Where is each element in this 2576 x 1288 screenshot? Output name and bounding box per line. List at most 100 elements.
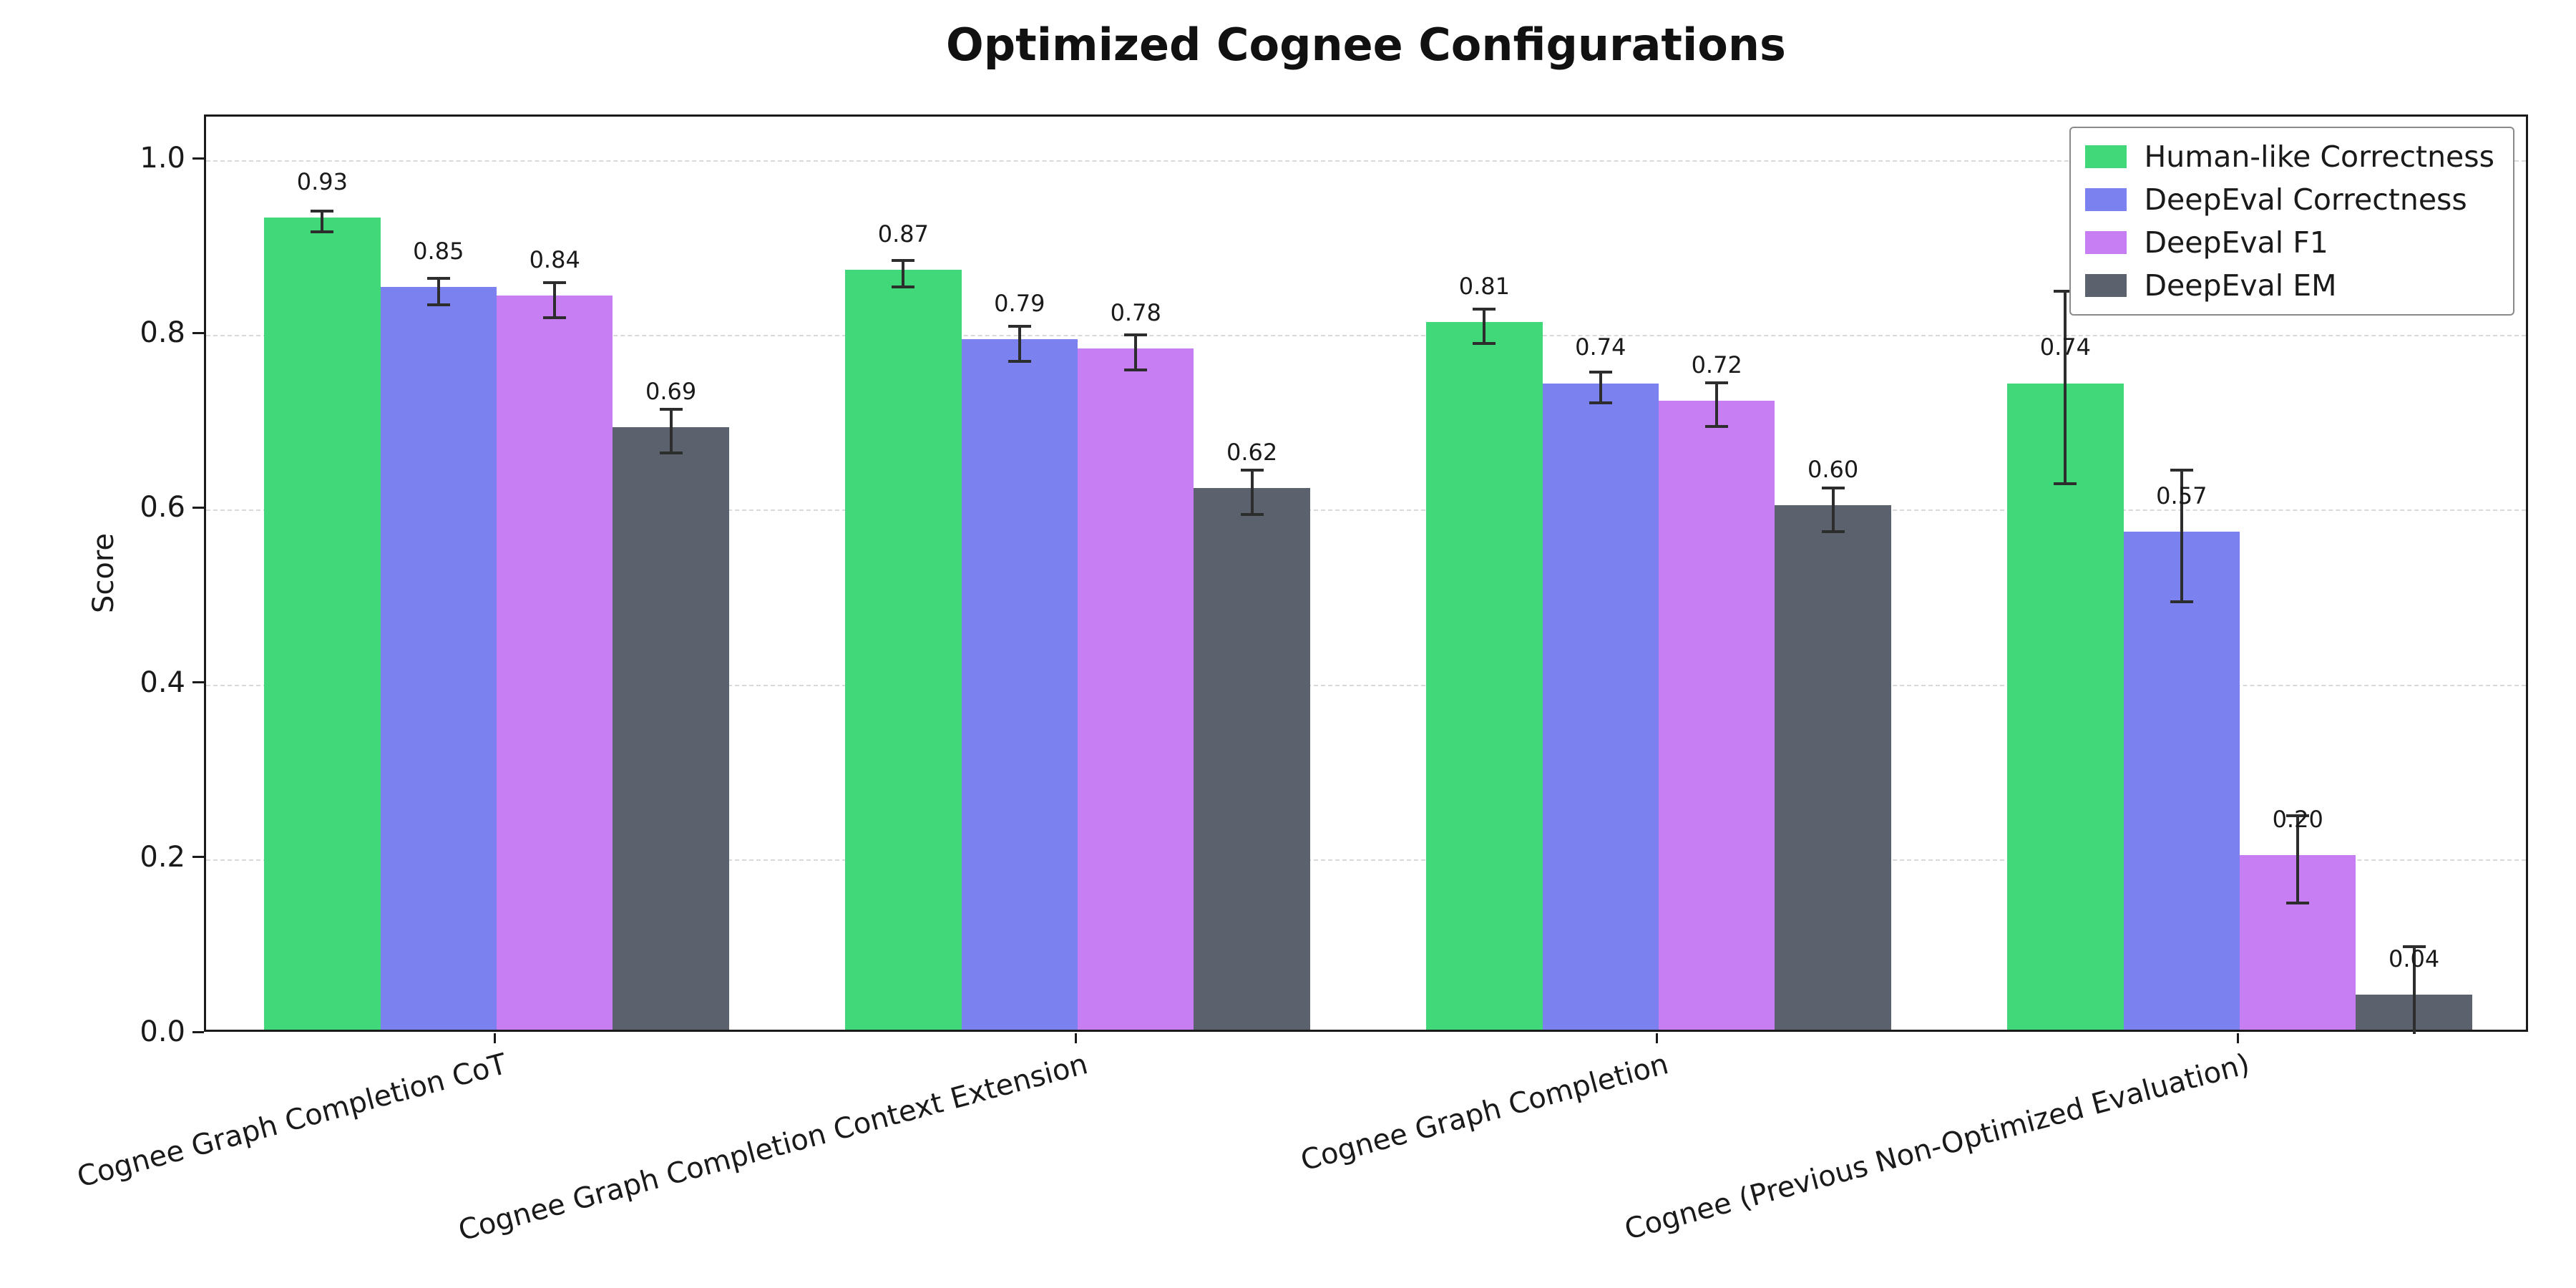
- legend-item: DeepEval EM: [2085, 268, 2494, 303]
- x-tick-label-text: Cognee Graph Completion CoT: [73, 1048, 510, 1194]
- error-bar: [553, 282, 557, 318]
- error-bar: [321, 210, 324, 233]
- error-bar-cap-bottom: [1124, 369, 1148, 372]
- legend-label: DeepEval EM: [2144, 268, 2337, 303]
- error-bar-cap-top: [659, 408, 683, 411]
- error-bar-cap-bottom: [1821, 530, 1845, 533]
- bar: [1078, 348, 1194, 1030]
- gridline: [206, 684, 2526, 686]
- bar-value-label: 0.60: [1807, 456, 1859, 484]
- bar-value-label: 0.62: [1226, 439, 1278, 466]
- x-tick-label-text: Cognee (Previous Non-Optimized Evaluatio…: [1621, 1048, 2253, 1246]
- bar-value-label: 0.79: [994, 290, 1045, 318]
- bar-value-label: 0.93: [296, 167, 348, 195]
- error-bar-cap-top: [426, 276, 450, 280]
- x-tick-mark: [2236, 1033, 2239, 1043]
- error-bar-cap-bottom: [2054, 482, 2077, 485]
- y-tick-mark: [192, 1030, 204, 1033]
- error-bar: [2296, 815, 2300, 903]
- error-bar-cap-top: [1821, 486, 1845, 489]
- error-bar-cap-top: [1240, 469, 1264, 472]
- error-bar-cap-top: [2054, 290, 2077, 293]
- error-bar-cap-top: [2170, 469, 2193, 472]
- bar-value-label: 0.57: [2156, 482, 2207, 510]
- error-bar-cap-bottom: [2286, 901, 2310, 904]
- bar-value-label: 0.20: [2272, 805, 2323, 833]
- error-bar-cap-bottom: [1705, 425, 1729, 429]
- bar: [264, 217, 381, 1030]
- error-bar: [2064, 291, 2067, 484]
- error-bar-cap-top: [543, 280, 567, 284]
- bar: [1659, 400, 1775, 1030]
- bar: [845, 269, 962, 1030]
- plot-area: 0.93 0.85 0.84 0.69 0.87 0.79 0.78 0.62 0.81 0.74…: [204, 114, 2528, 1034]
- y-axis-label: Score: [87, 532, 120, 614]
- error-bar: [669, 409, 673, 454]
- bar-value-label: 0.85: [413, 238, 464, 265]
- legend-label: DeepEval F1: [2144, 225, 2328, 260]
- legend-label: Human-like Correctness: [2144, 140, 2494, 174]
- x-tick-mark: [1074, 1033, 1077, 1043]
- gridline: [206, 509, 2526, 512]
- error-bar: [1018, 326, 1021, 361]
- bar-value-label: 0.72: [1691, 351, 1742, 379]
- error-bar: [2412, 946, 2416, 1034]
- bar-value-label: 0.81: [1458, 273, 1511, 301]
- error-bar: [902, 260, 905, 288]
- legend-item: DeepEval Correctness: [2085, 182, 2494, 217]
- legend-swatch: [2085, 145, 2127, 168]
- error-bar-cap-bottom: [311, 230, 334, 234]
- legend: Human-like Correctness DeepEval Correctne…: [2069, 127, 2514, 316]
- error-bar: [2180, 470, 2183, 602]
- y-tick-label: 0.6: [140, 491, 185, 525]
- bar: [2007, 383, 2124, 1030]
- legend-item: DeepEval F1: [2085, 225, 2494, 260]
- y-tick-label: 1.0: [140, 142, 185, 175]
- bar: [1194, 488, 1310, 1030]
- x-tick-mark: [1655, 1033, 1658, 1043]
- legend-swatch: [2085, 188, 2127, 211]
- y-tick-mark: [192, 681, 204, 684]
- error-bar: [1715, 383, 1719, 427]
- error-bar-cap-top: [1473, 307, 1496, 311]
- bar: [1426, 322, 1543, 1030]
- error-bar: [1599, 371, 1602, 404]
- error-bar-cap-top: [892, 259, 915, 263]
- gridline: [206, 160, 2526, 162]
- bar-value-label: 0.74: [2039, 333, 2092, 361]
- error-bar-cap-top: [2402, 945, 2426, 948]
- error-bar-cap-top: [1008, 325, 1031, 328]
- error-bar-cap-bottom: [1008, 359, 1031, 363]
- bar-value-label: 0.69: [645, 377, 697, 405]
- error-bar: [1831, 487, 1835, 532]
- bar: [497, 296, 613, 1030]
- y-tick-mark: [192, 157, 204, 160]
- error-bar: [1483, 308, 1486, 344]
- y-tick-label: 0.4: [140, 665, 185, 699]
- bar: [2123, 532, 2240, 1030]
- y-tick-label: 0.2: [140, 840, 185, 874]
- y-tick-label: 0.8: [140, 316, 185, 350]
- error-bar-cap-top: [311, 209, 334, 213]
- legend-swatch: [2085, 231, 2127, 254]
- y-tick-label: 0.0: [140, 1015, 185, 1048]
- x-tick-mark: [493, 1033, 496, 1043]
- chart-title: Optimized Cognee Configurations: [946, 19, 1786, 71]
- error-bar: [1250, 470, 1254, 514]
- error-bar-cap-bottom: [426, 303, 450, 306]
- error-bar: [436, 278, 440, 305]
- legend-label: DeepEval Correctness: [2144, 182, 2467, 217]
- legend-swatch: [2085, 274, 2127, 297]
- y-tick-mark: [192, 331, 204, 334]
- error-bar-cap-top: [2286, 814, 2310, 817]
- gridline: [206, 859, 2526, 861]
- error-bar-cap-bottom: [1589, 401, 1612, 405]
- error-bar-cap-top: [1705, 381, 1729, 385]
- bar: [380, 287, 497, 1030]
- x-tick-label-text: Cognee Graph Completion: [1297, 1048, 1672, 1178]
- bar: [1542, 383, 1659, 1030]
- error-bar-cap-bottom: [2170, 600, 2193, 603]
- error-bar-cap-bottom: [1473, 342, 1496, 346]
- legend-item: Human-like Correctness: [2085, 140, 2494, 174]
